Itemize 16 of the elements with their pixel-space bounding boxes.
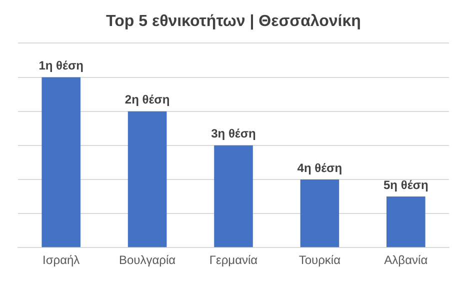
bar: [42, 77, 80, 248]
bar: [386, 196, 426, 248]
chart-title: Top 5 εθνικοτήτων | Θεσσαλονίκη: [106, 13, 361, 30]
x-tick-label: Ισραήλ: [42, 253, 80, 268]
annotation: 1η θέση: [38, 58, 84, 73]
bar: [300, 179, 340, 248]
x-tick-label: Βουλγαρία: [118, 253, 176, 268]
annotation: 2η θέση: [124, 92, 170, 107]
x-tick-label: Τουρκία: [298, 253, 341, 268]
annotation: 5η θέση: [384, 178, 428, 192]
x-tick-label: Γερμανία: [209, 253, 258, 268]
annotation: 4η θέση: [297, 160, 342, 175]
bar: [214, 145, 253, 248]
x-tick-label: Αλβανία: [384, 253, 428, 268]
bar: [128, 111, 167, 248]
annotation: 3η θέση: [211, 126, 256, 141]
